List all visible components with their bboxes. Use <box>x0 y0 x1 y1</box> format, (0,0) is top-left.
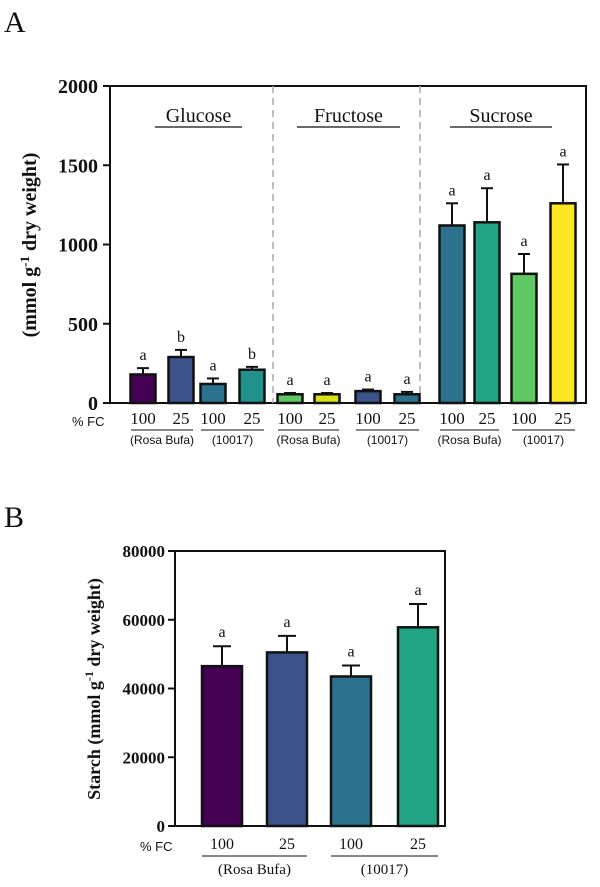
panel-a-bar <box>354 389 382 405</box>
panel-a-xtick-label: 25 <box>399 409 416 428</box>
panel-b-chart: Starch (mmol g-1 dry weight) 0 20000 40000… <box>82 542 446 878</box>
panel-b-significance-letter: a <box>283 614 290 631</box>
panel-b-significance-letter: a <box>347 643 354 660</box>
panel-a-xtick-label: 25 <box>319 409 336 428</box>
panel-a-xtick-label: 25 <box>244 409 261 428</box>
panel-a-bar <box>313 393 341 405</box>
panel-a-letter: A <box>4 6 26 39</box>
panel-a-significance-letter: a <box>403 371 410 388</box>
panel-a-significance-letter: a <box>286 372 293 389</box>
panel-a-group-title: Sucrose <box>469 105 532 127</box>
panel-a-significance-letter: a <box>520 233 527 250</box>
panel-a-ylabel: (mmol g-1 dry weight) <box>17 153 42 338</box>
panel-b-letter: B <box>4 501 24 534</box>
panel-b-genotype-label: (10017) <box>361 862 409 878</box>
panel-a-significance-letter: b <box>248 346 256 363</box>
panel-a-significance-letter: a <box>139 347 146 364</box>
panel-a-bar <box>510 272 538 405</box>
panel-b-bar <box>396 626 440 828</box>
panel-b-x-prefix: % FC <box>140 839 173 854</box>
panel-a-bar <box>473 221 501 405</box>
panel-a-xtick-label: 100 <box>511 409 537 428</box>
panel-a-group-title: Glucose <box>166 105 232 127</box>
panel-b-xtick-label: 25 <box>279 836 295 853</box>
panel-a-genotype-label: (Rosa Bufa) <box>276 433 340 447</box>
panel-a-bar <box>199 382 227 405</box>
panel-a-bar <box>238 368 266 405</box>
panel-a-group-title: Fructose <box>314 105 383 127</box>
panel-a-xtick-label: 25 <box>479 409 496 428</box>
panel-a-genotype-label: (10017) <box>212 433 253 447</box>
panel-a-bar <box>276 393 304 405</box>
panel-a-xtick-label: 100 <box>439 409 465 428</box>
panel-a-chart: (mmol g-1 dry weight) 0 500 1000 1500 2000 Gl… <box>17 76 587 447</box>
panel-a-significance-letter: a <box>448 182 455 199</box>
panel-a-genotype-label: (10017) <box>523 433 564 447</box>
panel-a-ytick-label: 2000 <box>58 76 98 98</box>
panel-a-ytick-label: 500 <box>68 314 98 336</box>
panel-b-xtick-label: 25 <box>410 836 426 853</box>
panel-a-xtick-label: 25 <box>173 409 190 428</box>
panel-a-ytick-label: 1000 <box>58 235 98 257</box>
panel-a-xtick-label: 100 <box>355 409 381 428</box>
panel-b-xtick-label: 100 <box>339 836 363 853</box>
panel-a-x-prefix: % FC <box>72 414 105 429</box>
panel-b-ytick-label: 0 <box>157 817 166 836</box>
panel-a-significance-letter: b <box>177 329 185 346</box>
panel-b-ytick-label: 20000 <box>123 748 166 767</box>
panel-a-ytick-label: 0 <box>88 393 98 415</box>
panel-a-genotype-label: (10017) <box>367 433 408 447</box>
panel-b-significance-letter: a <box>414 582 421 599</box>
panel-b-bar <box>200 664 244 828</box>
panel-a-genotype-label: (Rosa Bufa) <box>130 433 194 447</box>
panel-a-significance-letter: a <box>323 372 330 389</box>
panel-b-bar <box>265 651 309 828</box>
panel-a-xtick-label: 100 <box>277 409 303 428</box>
panel-b-ytick-label: 80000 <box>123 542 166 561</box>
panel-b-ytick-label: 60000 <box>123 611 166 630</box>
panel-a-xtick-label: 100 <box>200 409 226 428</box>
panel-a-ytick-label: 1500 <box>58 155 98 177</box>
panel-a-xtick-label: 100 <box>130 409 156 428</box>
panel-a-bar <box>549 202 577 405</box>
panel-b-genotype-label: (Rosa Bufa) <box>218 862 291 878</box>
panel-a-significance-letter: a <box>209 357 216 374</box>
panel-a-bar <box>393 393 421 405</box>
panel-a-bar <box>129 373 157 405</box>
panel-a-xtick-label: 25 <box>555 409 572 428</box>
panel-a-genotype-label: (Rosa Bufa) <box>437 433 501 447</box>
panel-a-bar <box>167 355 195 405</box>
panel-b-bar <box>329 675 373 828</box>
panel-b-xtick-label: 100 <box>210 836 234 853</box>
panel-b-significance-letter: a <box>218 624 225 641</box>
panel-a-significance-letter: a <box>364 369 371 386</box>
panel-a-significance-letter: a <box>559 143 566 160</box>
panel-a-bar <box>438 224 466 405</box>
panel-a-significance-letter: a <box>483 167 490 184</box>
panel-b-ytick-label: 40000 <box>123 680 166 699</box>
panel-b-ylabel: Starch (mmol g-1 dry weight) <box>82 578 105 800</box>
